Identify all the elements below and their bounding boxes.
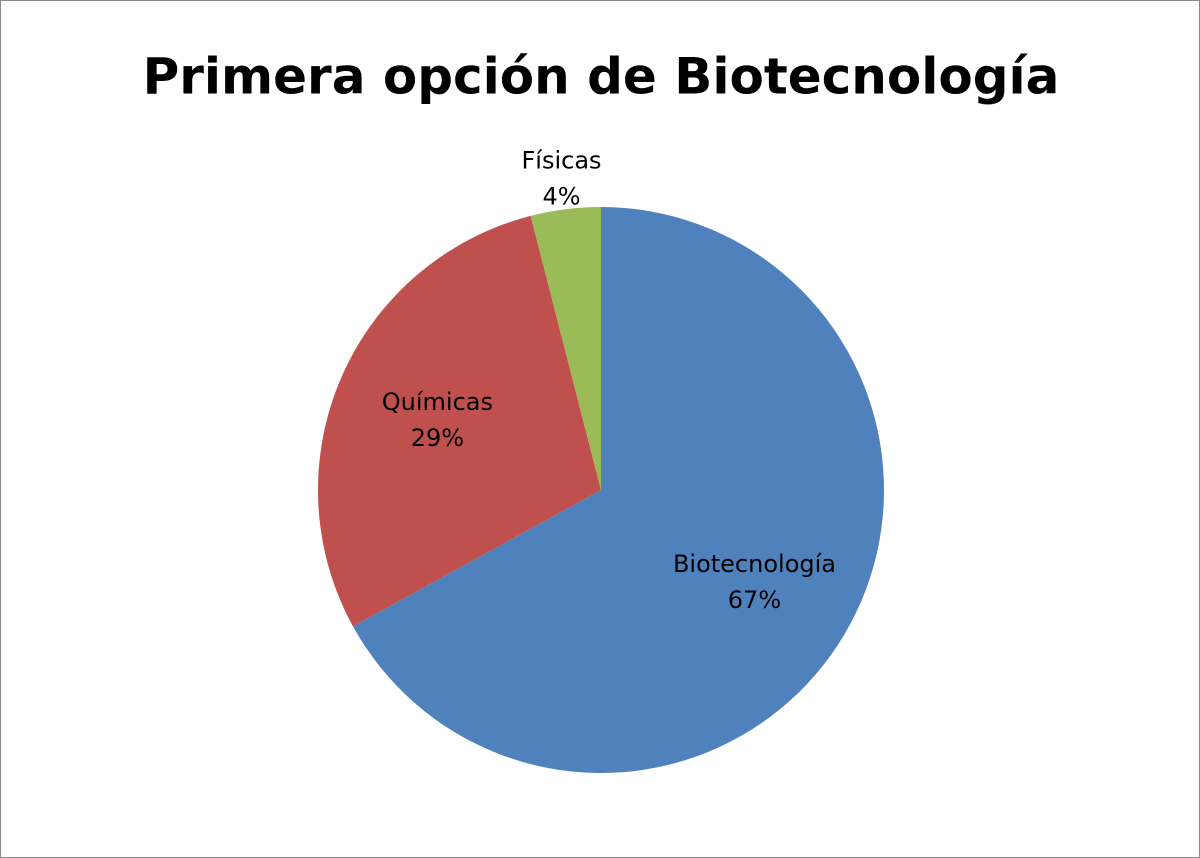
slice-label: Biotecnología xyxy=(673,550,836,578)
slice-value-label: 67% xyxy=(728,586,781,614)
slice-label: Químicas xyxy=(382,388,493,416)
slice-label: Físicas xyxy=(521,146,601,174)
pie-slice xyxy=(353,207,884,773)
slice-value-label: 29% xyxy=(411,424,464,452)
chart-title: Primera opción de Biotecnología xyxy=(143,48,1060,106)
slice-value-label: 4% xyxy=(542,182,580,210)
pie-slice xyxy=(318,215,601,627)
pie-slice xyxy=(530,207,601,490)
